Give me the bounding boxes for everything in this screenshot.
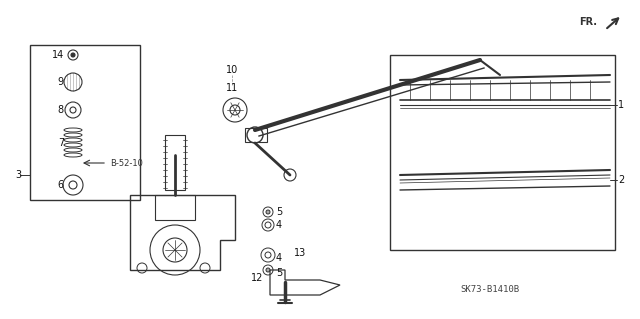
Text: 14: 14 [52,50,64,60]
Text: 5: 5 [276,207,282,217]
Text: 8: 8 [58,105,64,115]
Text: 4: 4 [276,220,282,230]
Circle shape [266,268,270,272]
Text: B-52-10: B-52-10 [110,159,143,167]
Text: 3: 3 [15,170,21,180]
Text: 6: 6 [58,180,64,190]
Bar [390,55,615,250]
Text: FR.: FR. [579,17,597,27]
Bar [165,135,185,190]
Bar [245,128,267,142]
Text: 11: 11 [226,83,238,93]
Text: 2: 2 [618,175,624,185]
Text: 4: 4 [276,253,282,263]
Text: 12: 12 [251,273,263,283]
Bar [155,195,195,220]
Text: SK73-B1410B: SK73-B1410B [460,286,520,294]
Text: 1: 1 [618,100,624,110]
Text: 10: 10 [226,65,238,75]
Text: 5: 5 [276,268,282,278]
Text: 9: 9 [58,77,64,87]
Text: 13: 13 [294,248,306,258]
Text: 7: 7 [58,138,64,148]
Circle shape [71,53,75,57]
Bar [30,45,140,200]
Circle shape [266,210,270,214]
